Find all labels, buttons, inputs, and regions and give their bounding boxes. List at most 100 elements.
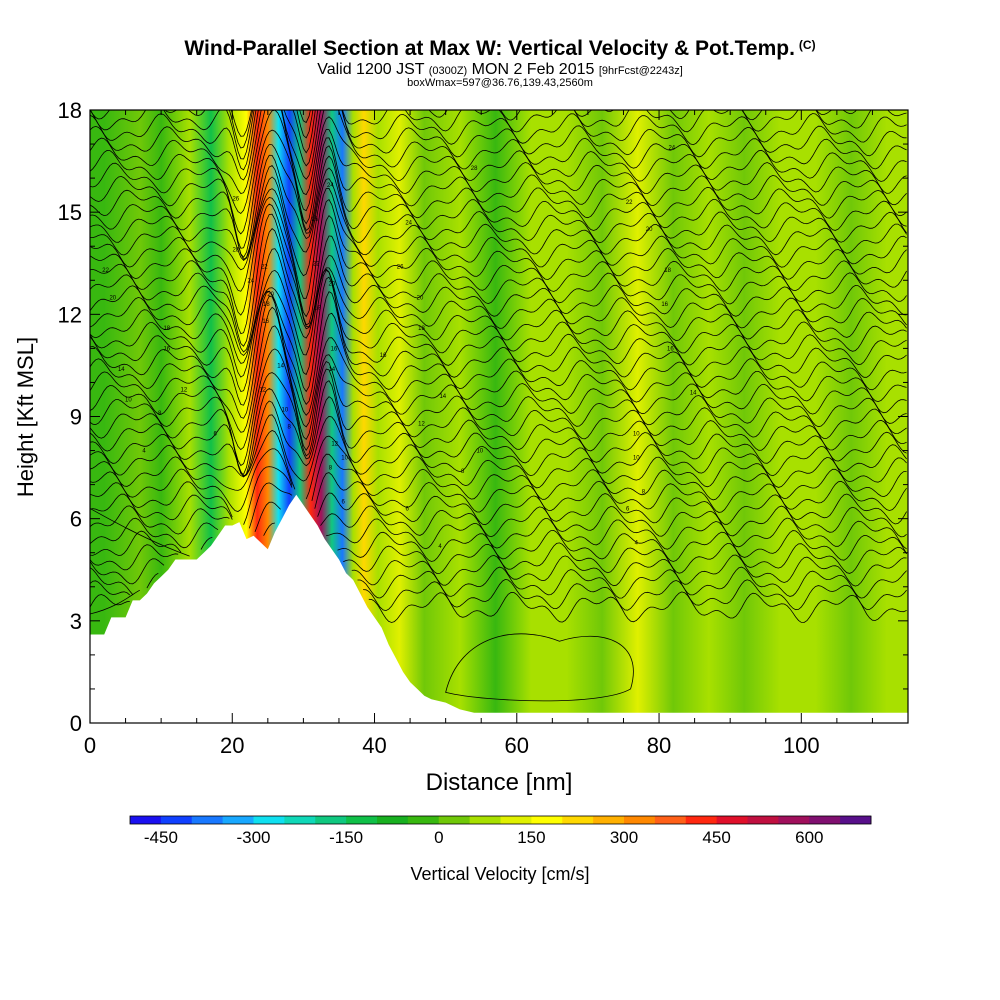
colorbar-tick-label: -300 — [236, 828, 270, 847]
contour-label: 18 — [418, 326, 425, 332]
contour-label: 8 — [642, 489, 646, 495]
x-tick-label: 40 — [362, 733, 386, 758]
theta-contour — [90, 466, 907, 525]
contour-label: 20 — [109, 295, 116, 301]
theta-contour — [90, 110, 907, 196]
contour-label: 16 — [331, 346, 338, 352]
colorbar-swatch — [747, 816, 779, 824]
y-tick-label: 9 — [70, 405, 82, 430]
theta-contour — [90, 430, 907, 500]
theta-contour — [90, 554, 907, 587]
theta-contour — [90, 268, 907, 364]
theta-contour — [90, 197, 907, 318]
contour-label: 10 — [125, 398, 132, 404]
contour-label: 16 — [262, 319, 269, 325]
y-tick-label: 18 — [58, 98, 82, 123]
theta-contour — [90, 396, 907, 477]
contour-label: 20 — [417, 295, 424, 301]
theta-contour-closed — [445, 633, 634, 702]
valid-utc: (0300Z) — [428, 65, 468, 77]
contour-label: 16 — [667, 346, 674, 352]
contour-label: 22 — [261, 265, 268, 271]
colorbar-swatch — [809, 816, 841, 824]
contour-label: 8 — [288, 425, 292, 431]
axes: 0 20 40 60 80 100 0 3 6 9 12 15 18 — [58, 98, 908, 758]
colorbar-swatch — [562, 816, 594, 824]
contour-label: 6 — [214, 432, 218, 438]
contour-label: 18 — [163, 326, 170, 332]
theta-contour — [90, 508, 190, 557]
colorbar-swatch — [315, 816, 347, 824]
colorbar-swatch — [253, 816, 285, 824]
colorbar-swatch — [346, 816, 378, 824]
y-tick-label: 0 — [70, 711, 82, 736]
valid-prefix: Valid 1200 JST — [317, 61, 425, 78]
theta-contour — [90, 110, 907, 215]
y-tick-label: 12 — [58, 302, 82, 327]
contour-label: 24 — [405, 220, 412, 226]
theta-contour — [90, 213, 907, 347]
colorbar-swatch — [130, 816, 162, 824]
plot-area: 22 20 18 16 14 12 10 8 6 4 26 28 24 22 20 18 16 14 12 10 8 24… — [90, 110, 908, 723]
contour-label: 22 — [102, 268, 109, 274]
terrain — [90, 494, 908, 723]
colorbar-swatch — [840, 816, 872, 824]
colorbar-swatch — [438, 816, 471, 824]
theta-contour — [90, 578, 907, 612]
contour-label: 12 — [331, 442, 338, 448]
theta-contour — [90, 591, 907, 623]
theta-contour — [90, 529, 907, 562]
colorbar-swatch — [778, 816, 810, 824]
colorbar-swatch — [377, 816, 409, 824]
contour-label: 10 — [633, 455, 640, 461]
colorbar-swatch — [531, 816, 563, 824]
contour-label: 28 — [232, 248, 239, 254]
boxwmax-info: boxWmax=597@36.76,139.43,2560m — [407, 77, 593, 89]
valid-date: MON 2 Feb 2015 — [471, 61, 595, 78]
theta-contour — [90, 517, 907, 550]
theta-contour — [90, 448, 907, 512]
contour-label: 20 — [328, 282, 335, 288]
contour-label: 26 — [311, 217, 318, 223]
colorbar-tick-label: -150 — [329, 828, 363, 847]
contour-label: 18 — [263, 302, 270, 308]
forecast-info: [9hrFcst@2243z] — [598, 65, 683, 77]
contour-label: 14 — [118, 367, 125, 373]
colorbar-tick-label: 0 — [434, 828, 443, 847]
contour-label: 26 — [232, 197, 239, 203]
chart-valid-time: Valid 1200 JST (0300Z) MON 2 Feb 2015 [9… — [0, 61, 1000, 79]
contour-label: 28 — [471, 166, 478, 172]
theta-contour — [90, 566, 907, 599]
theta-contour — [90, 380, 907, 478]
contour-label: 14 — [277, 363, 284, 369]
theta-contour — [90, 176, 907, 277]
contour-label: 10 — [633, 432, 640, 438]
contour-label: 6 — [626, 507, 630, 513]
x-axis-label: Distance [nm] — [426, 769, 573, 796]
copyright-mark: (C) — [798, 38, 816, 52]
x-tick-label: 0 — [84, 733, 96, 758]
colorbar-label: Vertical Velocity [cm/s] — [410, 864, 589, 884]
contour-label: 24 — [247, 278, 254, 284]
chart-title: Wind-Parallel Section at Max W: Vertical… — [0, 37, 1000, 61]
theta-contour — [90, 414, 907, 482]
contour-label: 24 — [668, 146, 675, 152]
contour-label: 16 — [380, 353, 387, 359]
contour-label: 18 — [314, 306, 321, 312]
contour-label: 14 — [690, 391, 697, 397]
x-tick-label: 60 — [505, 733, 529, 758]
theta-contour — [90, 306, 907, 433]
theta-contour — [90, 325, 907, 451]
theta-contour — [90, 228, 907, 353]
theta-contour — [90, 144, 907, 259]
contour-label: 4 — [635, 541, 639, 547]
colorbar-swatch — [624, 816, 656, 824]
colorbar-swatch — [593, 816, 625, 824]
contour-label: 8 — [461, 469, 465, 475]
theta-contour — [90, 290, 907, 406]
theta-contour — [90, 164, 907, 261]
colorbar-swatch — [716, 816, 748, 824]
contour-label: 10 — [282, 408, 289, 414]
contour-label: 22 — [626, 200, 633, 206]
